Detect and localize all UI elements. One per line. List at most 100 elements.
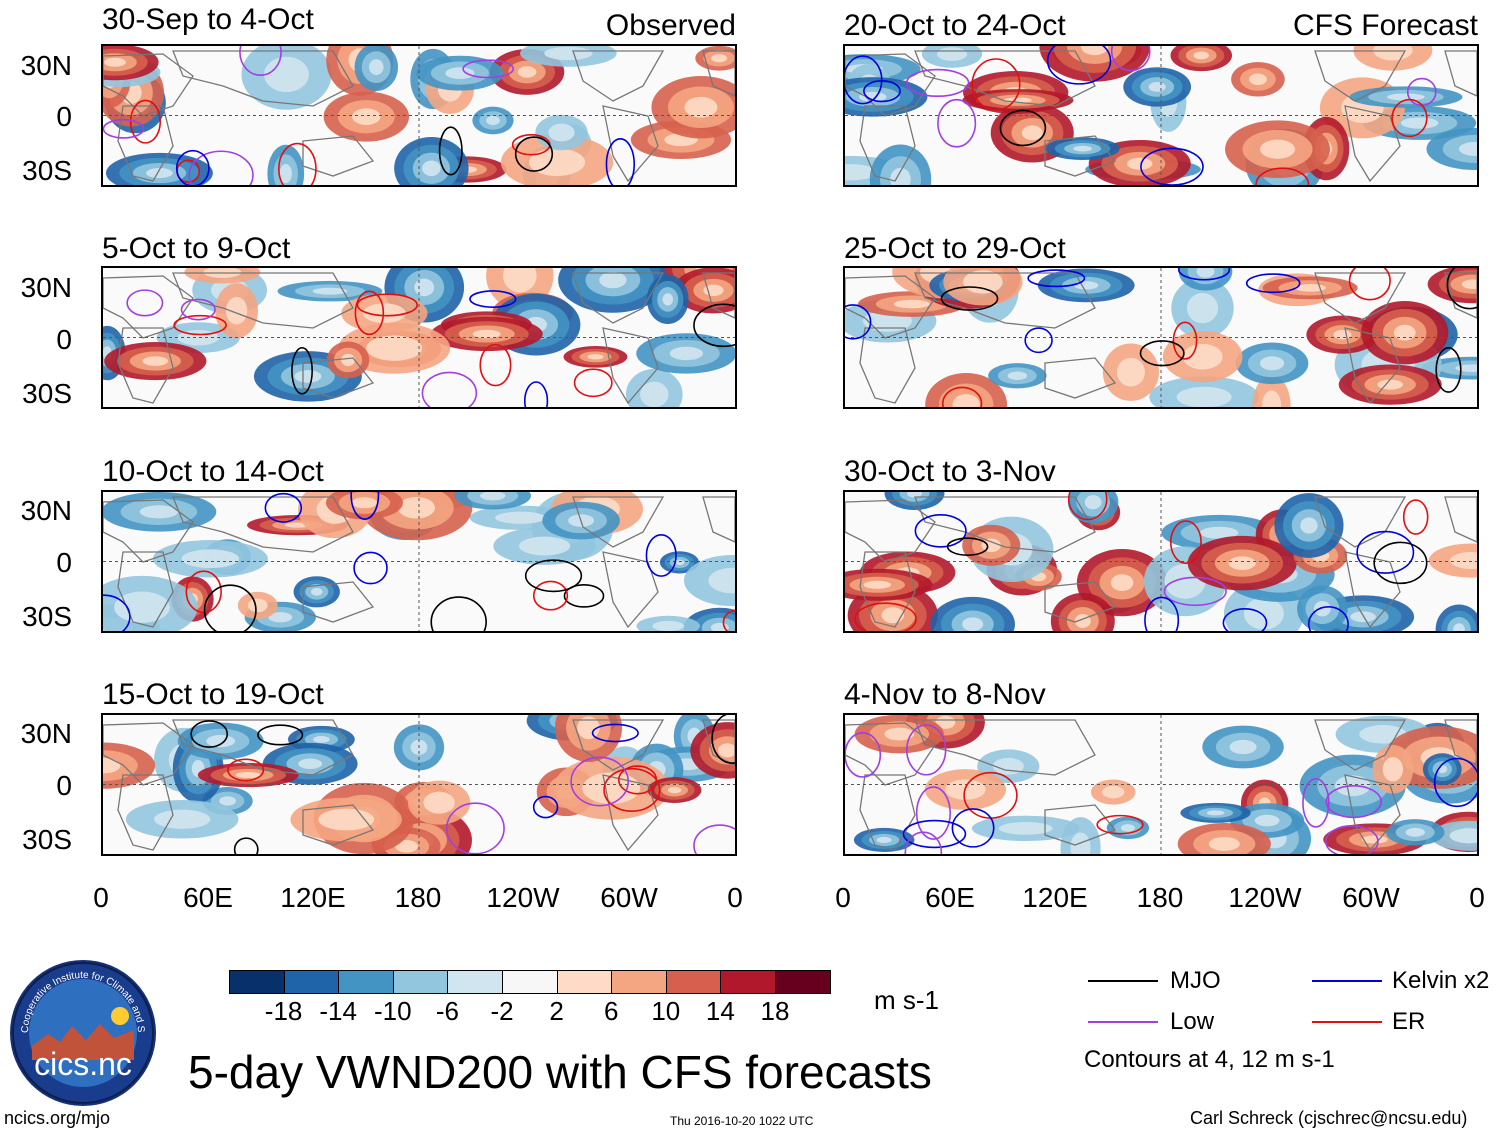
wave-contour [190,720,229,748]
anomaly-shade [963,270,1003,294]
lat-label: 30N [20,718,72,749]
anomaly-shade [907,492,922,498]
anomaly-shade [397,496,436,519]
anomaly-shade [1206,810,1225,816]
wave-contour [1140,147,1204,185]
wave-contour [354,290,385,336]
lat-label: 30S [22,824,72,855]
coastline [1344,327,1401,405]
wave-contour [462,59,515,79]
lon-label: 120W [1228,882,1302,913]
anomaly-shade [1400,117,1439,129]
cics-logo: Cooperative Institute for Climate and Sa… [10,960,156,1106]
anomaly-shade [884,727,915,741]
wave-contour [845,731,882,778]
colorbar-swatch [338,970,394,994]
wave-contour [524,559,583,593]
anomaly-shade [711,54,728,63]
panel-title: 4-Nov to 8-Nov [844,678,1046,711]
anomaly-shade [142,356,169,366]
lat-label: 0 [56,101,72,132]
anomaly-shade [652,620,685,631]
wave-contour [999,109,1047,147]
anomaly-shade [1176,386,1232,407]
coastline [1444,272,1477,319]
lon-label: 180 [394,882,442,913]
wave-contour [1222,608,1268,631]
wave-contour [902,819,967,849]
anomaly-shade [312,287,348,295]
wave-contour [605,138,636,185]
anomaly-shade [1350,611,1376,623]
coastline [845,499,936,563]
anomaly-shade [423,791,455,814]
wave-contour [693,303,735,348]
map-field [103,46,735,185]
wave-contour [1356,530,1415,574]
anomaly-shade [1199,526,1239,539]
anomaly-shade [1393,324,1416,341]
colorbar-swatch [502,970,558,994]
anomaly-shade [219,796,236,806]
wave-contour [905,724,947,776]
coastline [117,105,174,182]
anomaly-shade [1243,597,1284,630]
anomaly-shade [708,567,735,594]
anomaly-shade [263,56,309,93]
wave-contour [175,149,210,185]
wave-contour [1169,520,1202,565]
colorbar-tick-label: 2 [549,996,564,1026]
wave-contour [1068,492,1108,521]
panel-title: 20-Oct to 24-Oct [844,9,1066,42]
anomaly-shade [1073,145,1092,152]
coastline [1044,581,1117,623]
wave-contour [1325,785,1382,819]
wave-contour [941,386,983,407]
wave-contour [693,824,735,854]
anomaly-shade [1405,827,1425,837]
wave-contour [863,79,901,103]
coastline [1314,719,1407,771]
map-field [103,715,735,854]
colorbar-swatch [229,970,285,994]
wave-contour [946,537,989,556]
coastline [302,804,375,846]
anomaly-shade [352,108,381,125]
anomaly-shade [114,591,170,623]
wave-contour [180,298,216,321]
anomaly-shade [1080,46,1109,56]
wave-contour [188,150,254,185]
wave-contour [233,837,259,854]
anomaly-shade [599,271,627,289]
colorbar-tick-label: -18 [264,996,303,1026]
anomaly-shade [528,148,586,177]
panel-title: 10-Oct to 14-Oct [102,455,324,488]
anomaly-shade [1148,82,1166,92]
coastline [572,496,665,548]
anomaly-shade [992,757,1024,775]
wave-contour [1172,321,1198,360]
anomaly-shade [495,511,546,524]
wave-contour [1325,824,1379,854]
anomaly-shade [395,840,418,853]
coastline [602,105,659,183]
anomaly-shade [876,836,892,843]
wave-contour [1402,499,1429,535]
map-field [845,492,1477,631]
panel-title: 30-Sep to 4-Oct [102,3,314,36]
wave-contour [523,381,549,407]
anomaly-shade [1182,343,1223,370]
coastline [1344,105,1401,183]
map-panel [101,266,737,409]
wave-contour [1139,340,1185,367]
wave-contour [1302,777,1330,828]
map-field [103,492,735,631]
wave-contour [905,68,970,98]
anomaly-shade [684,96,718,118]
anomaly-shade [718,743,735,758]
anomaly-shade [422,160,441,177]
lat-label: 0 [56,324,72,355]
site-url-link[interactable]: ncics.org/mjo [4,1108,111,1128]
wave-contour [1435,346,1462,393]
coastline [702,272,735,319]
